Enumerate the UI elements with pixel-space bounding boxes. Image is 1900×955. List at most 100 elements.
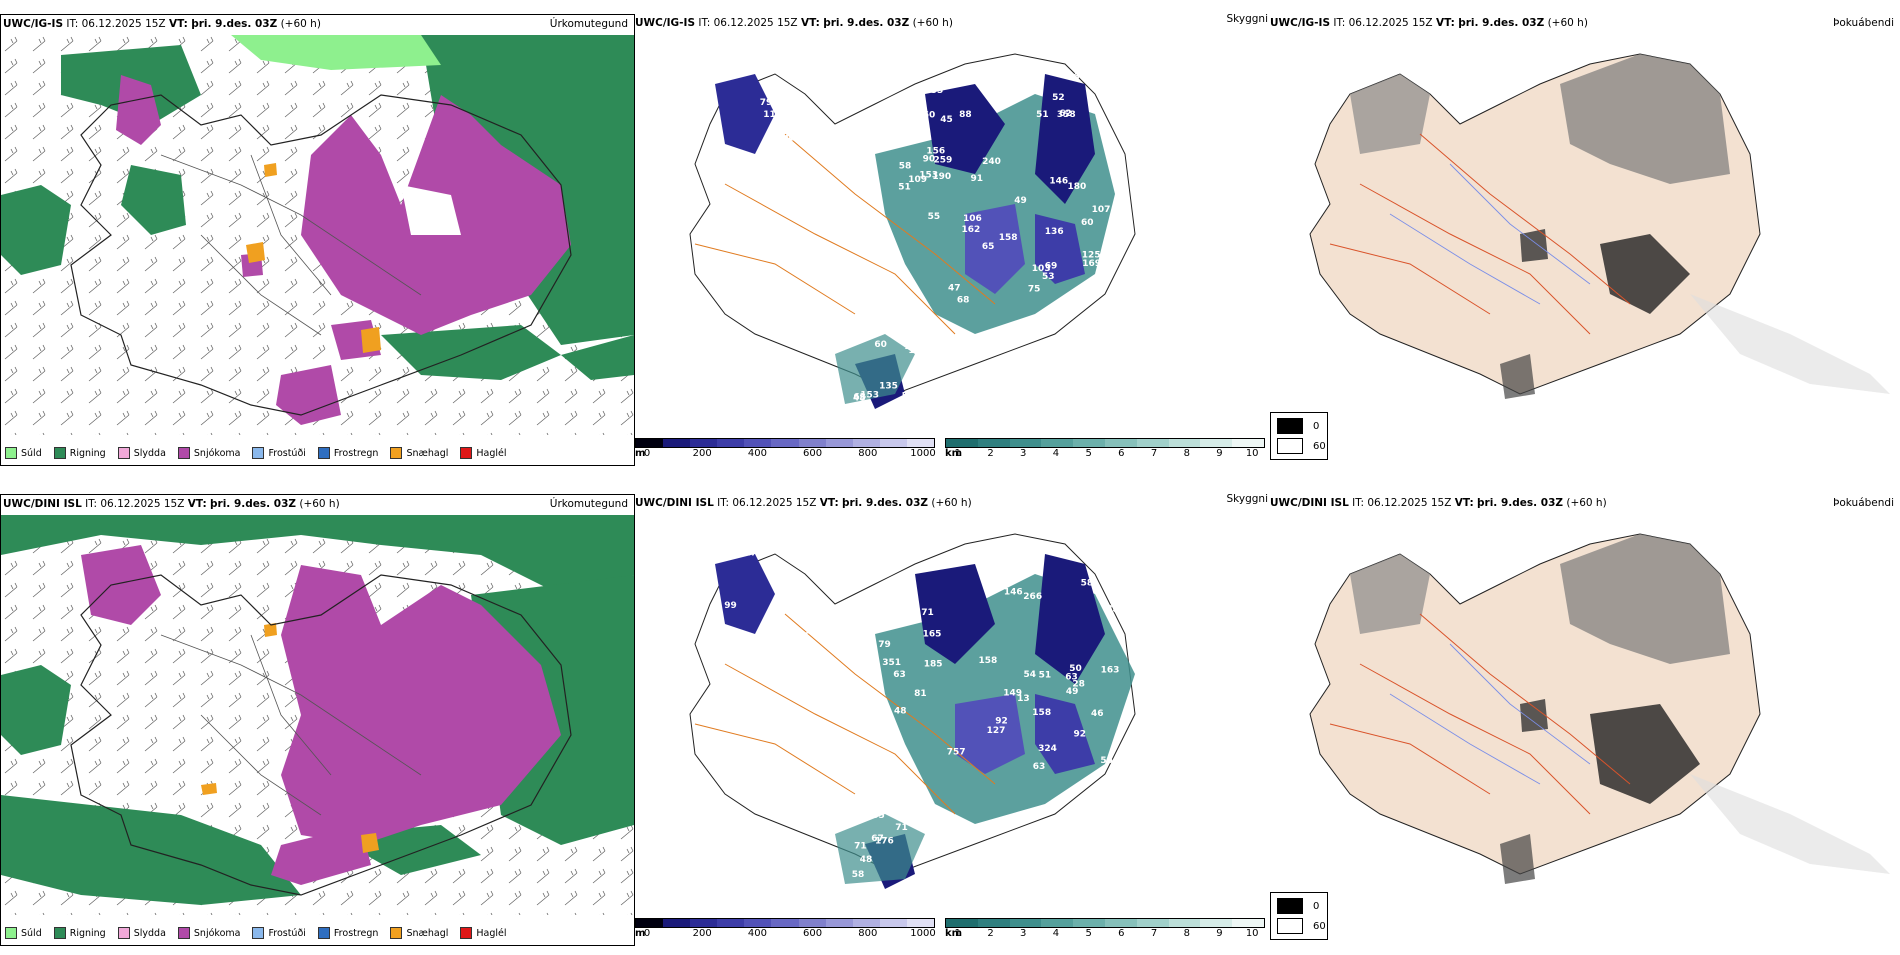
cloud-base-label: 156 [926,147,945,157]
cloud-base-label: 81 [914,689,927,699]
cloud-base-label: 56 [1100,756,1113,766]
colorbar-segment [1200,919,1233,927]
precip-legend: Súld Rigning Slydda Snjókoma Frostúði Fr… [5,927,507,939]
cloud-base-label: 67 [871,834,884,844]
valid-time: þri. 9.des. 03Z [1477,497,1563,509]
legend-label: Snæhagl [406,447,449,459]
legend-item: Haglél [460,927,507,939]
colorbar-unit: km [945,448,963,459]
colorbar-tick: 5 [1085,928,1092,939]
cloud-base-label: 169 [1082,259,1101,269]
colorbar-segment [636,439,664,447]
cloud-base-label: 49 [1066,687,1079,697]
colorbar-segment [1168,439,1201,447]
colorbar-tick: 0 [643,448,651,459]
cloud-base-label: 79 [760,98,773,108]
cloud-base-label: 63 [1033,762,1046,772]
panel-title: UWC/DINI ISL IT: 06.12.2025 15Z VT: þri.… [1270,497,1900,509]
cloud-base-label: 64 [1113,605,1126,615]
vt-label: VT: [168,18,188,30]
model-name: UWC/IG-IS [635,17,696,29]
colorbar-segment [717,919,745,927]
model-name: UWC/DINI ISL [1270,497,1349,509]
colorbar-segment [906,439,935,447]
cloud-base-label: 49 [1014,196,1027,206]
init-time: 06.12.2025 15Z [713,17,798,29]
cloud-base-label: 75 [1028,284,1041,294]
legend-swatch [5,447,17,459]
legend-label: Frostúði [268,927,306,939]
cloud-base-label: 53 [1042,272,1055,282]
colorbar-segment [1168,919,1201,927]
it-label: IT: [1333,17,1346,29]
cloud-base-label: 58 [765,656,778,666]
panel-title: UWC/IG-IS IT: 06.12.2025 15Z VT: þri. 9.… [3,18,634,30]
legend-item: Rigning [53,927,106,939]
cloud-base-label: 52 [1052,93,1065,103]
ceiling-colorbar-scale [635,438,935,448]
colorbar-segment [1073,439,1105,447]
legend-label: Súld [21,447,42,459]
visibility-colorbar-ticks: km 1 2 3 4 5 6 7 8 9 10 [945,448,1265,460]
panel-title: UWC/DINI ISL IT: 06.12.2025 15Z VT: þri.… [3,498,634,510]
legend-item: Súld [5,447,42,459]
cloud-base-label: 153 [860,391,879,401]
cloud-base-label: 109 [908,175,927,185]
lead-time: (+60 h) [280,18,321,30]
colorbar-segment [946,439,978,447]
cloud-base-label: 48 [894,707,907,717]
ceiling-colorbar: m 0 200 400 600 800 1000 [635,918,936,940]
colorbar-segment [771,919,799,927]
legend-swatch [53,927,66,939]
fog-index-panel: UWC/IG-IS IT: 06.12.2025 15Z VT: þri. 9.… [1270,14,1900,466]
colorbar-segment [1073,919,1105,927]
cloud-base-label: 106 [963,214,982,224]
cloud-base-label: 58 [852,870,865,880]
cloud-base-label: 205 [866,811,885,821]
legend-swatch [317,447,330,459]
cloud-base-label: 163 [1101,665,1120,675]
cloud-base-label: 51 [1036,110,1049,120]
vt-label: VT: [1435,17,1455,29]
fog-index-panel: UWC/DINI ISL IT: 06.12.2025 15Z VT: þri.… [1270,494,1900,946]
cloud-base-label: 127 [987,726,1006,736]
colorbar-segment [798,439,826,447]
cloud-base-label: 102 [779,133,798,143]
colorbar-tick: 6 [1118,448,1125,459]
colorbar-tick: 1 [954,448,961,459]
fog-legend-item: 0 [1277,418,1319,434]
cloud-base-label: 324 [1038,744,1057,754]
legend-label: Rigning [69,447,106,459]
cloud-base-label: 62 [1059,109,1072,119]
legend-item: Slydda [117,447,166,459]
colorbar-segment [946,919,978,927]
precip-map [1,35,634,435]
precip-legend: Súld Rigning Slydda Snjókoma Frostúði Fr… [5,447,507,459]
legend-swatch [460,927,473,939]
colorbar-tick: 4 [1052,928,1060,939]
legend-swatch [252,447,265,459]
cloud-base-label: 259 [934,155,953,165]
colorbar-tick: 600 [803,928,823,939]
legend-item: Rigning [53,447,106,459]
colorbar-segment [717,439,745,447]
colorbar-segment [879,439,907,447]
cloud-base-label: 91 [971,174,984,184]
colorbar-segment [1104,919,1137,927]
colorbar-segment [744,919,772,927]
it-label: IT: [698,17,711,29]
valid-time: þri. 9.des. 03Z [842,497,928,509]
legend-item: Snjókoma [177,447,240,459]
cloud-base-label: 146 [1004,587,1023,597]
model-name: UWC/DINI ISL [3,498,82,510]
cloud-base-label: 158 [999,233,1018,243]
init-time: 06.12.2025 15Z [1348,17,1433,29]
cloud-base-label: 71 [854,841,867,851]
cloud-base-label: 190 [932,172,951,182]
cloud-base-label: 180 [1068,182,1087,192]
cloud-base-label: 351 [882,658,901,668]
legend-swatch [390,447,403,459]
cloud-base-label: 71 [895,823,908,833]
cloud-base-label: 57 [902,391,915,401]
cloud-base-label: 125 [1082,251,1101,261]
